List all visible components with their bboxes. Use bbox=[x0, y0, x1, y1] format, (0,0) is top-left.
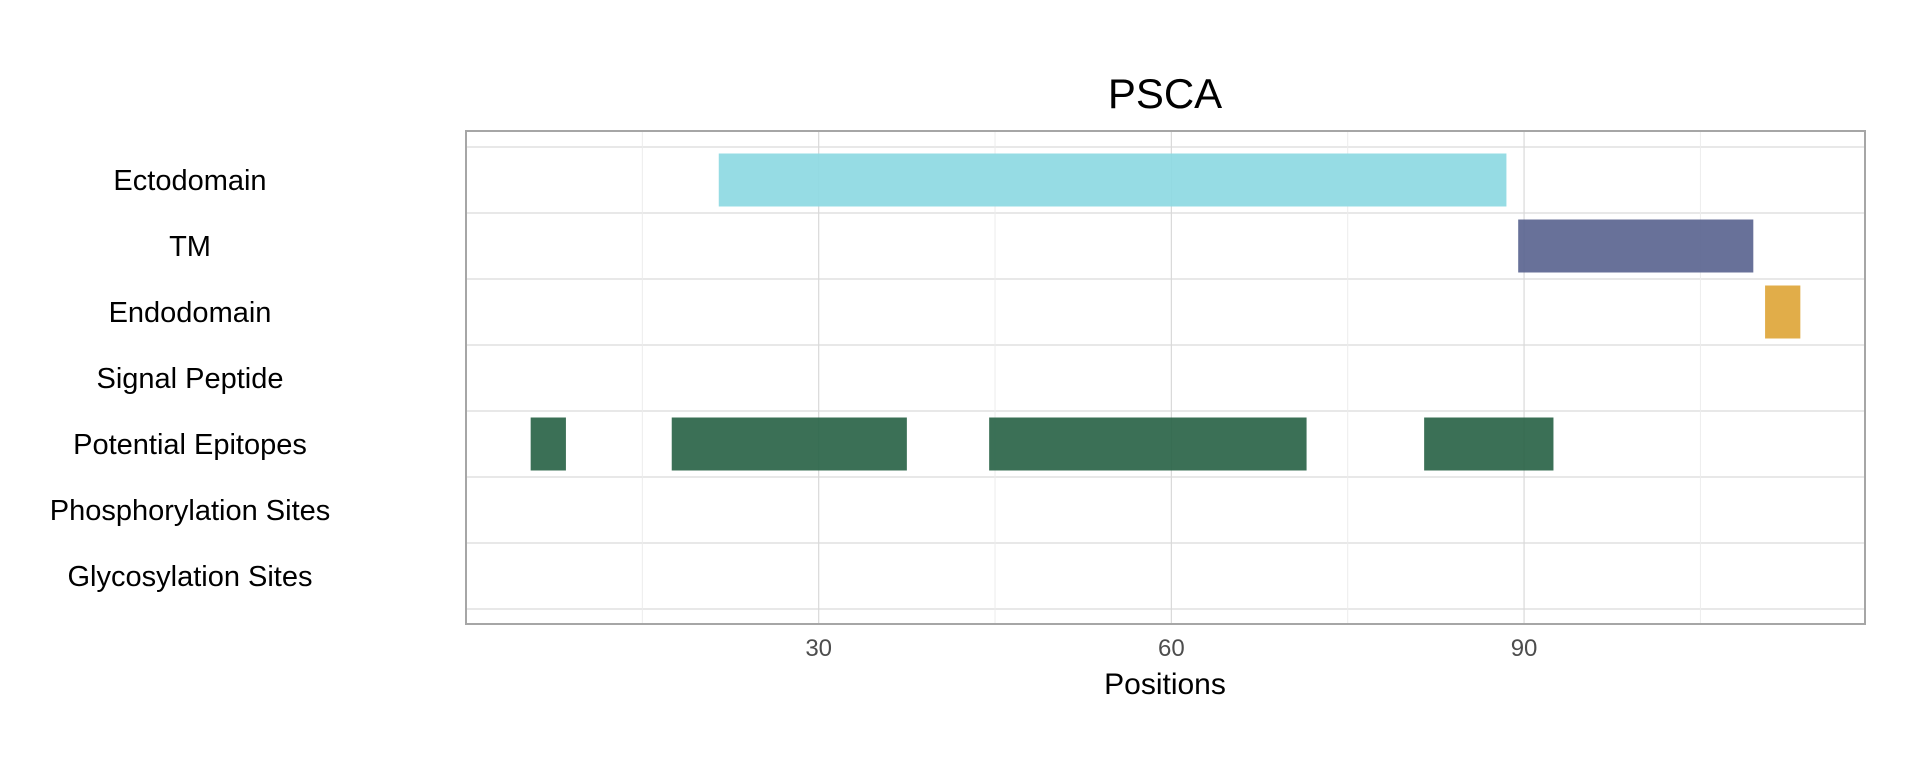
bar-potential-epitopes bbox=[1424, 417, 1554, 471]
chart-title: PSCA bbox=[1108, 70, 1222, 117]
x-axis-title: Positions bbox=[1104, 668, 1226, 701]
row-label: TM bbox=[169, 231, 211, 263]
bar-potential-epitopes bbox=[989, 417, 1307, 471]
row-label: Endodomain bbox=[109, 297, 272, 329]
bar-ectodomain bbox=[718, 153, 1507, 207]
x-tick-label: 60 bbox=[1158, 635, 1185, 662]
row-label-layer: Ectodomain TM Endodomain Signal Peptide Pote… bbox=[50, 165, 331, 593]
x-tick-label: 90 bbox=[1511, 635, 1538, 662]
row-label: Glycosylation Sites bbox=[68, 561, 313, 593]
x-tick-label: 30 bbox=[805, 635, 832, 662]
bar-endodomain bbox=[1765, 285, 1801, 339]
row-label: Phosphorylation Sites bbox=[50, 495, 331, 527]
row-label: Signal Peptide bbox=[96, 363, 283, 395]
bar-potential-epitopes bbox=[671, 417, 907, 471]
row-label: Potential Epitopes bbox=[73, 429, 307, 461]
bar-potential-epitopes bbox=[530, 417, 566, 471]
row-label: Ectodomain bbox=[113, 165, 266, 197]
tick-layer: 30 60 90 bbox=[805, 635, 1537, 662]
panel-border bbox=[465, 130, 1866, 625]
grid-layer bbox=[466, 131, 1865, 624]
bar-layer bbox=[530, 153, 1801, 471]
bar-tm bbox=[1518, 219, 1754, 273]
